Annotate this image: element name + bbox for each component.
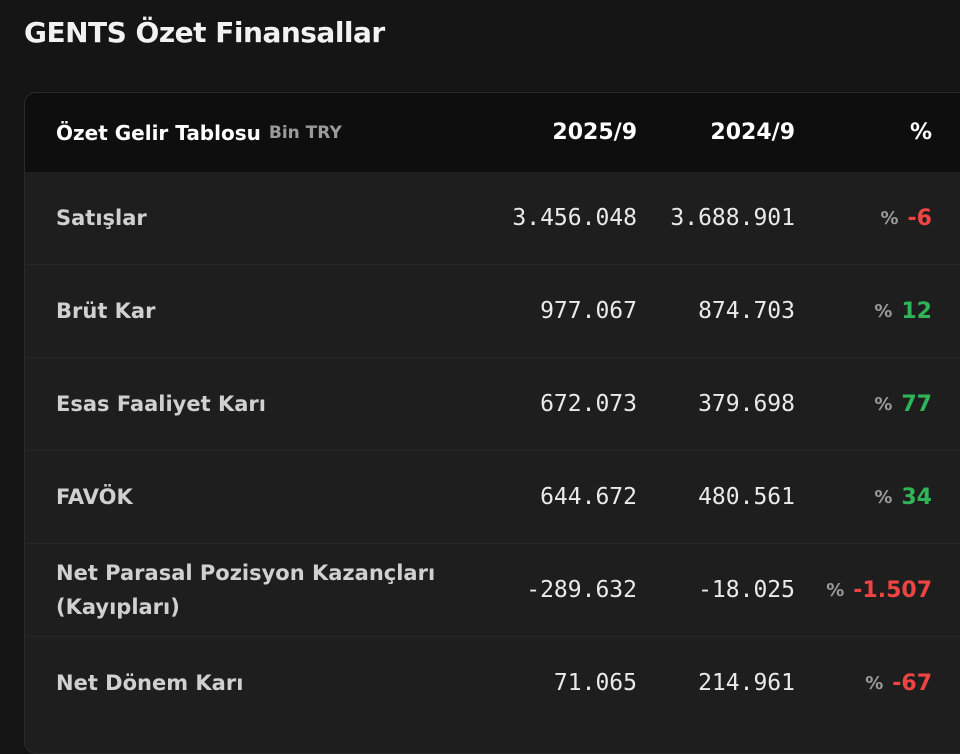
row-label: Net Dönem Karı bbox=[56, 671, 244, 695]
percent-value: -67 bbox=[892, 670, 932, 696]
table-row: Esas Faaliyet Karı 672.073 379.698 % 77 bbox=[25, 357, 960, 450]
percent-value: 77 bbox=[901, 391, 932, 417]
percent-value: -1.507 bbox=[853, 577, 932, 603]
value-2024: 480.561 bbox=[698, 484, 795, 510]
value-2025: -289.632 bbox=[526, 577, 637, 603]
row-label: Satışlar bbox=[56, 206, 147, 230]
column-header-2024: 2024/9 bbox=[710, 120, 795, 145]
value-2025: 672.073 bbox=[540, 391, 637, 417]
value-2025: 644.672 bbox=[540, 484, 637, 510]
percent-value: 12 bbox=[901, 298, 932, 324]
column-header-2025: 2025/9 bbox=[552, 120, 637, 145]
value-2024: -18.025 bbox=[698, 577, 795, 603]
value-2024: 3.688.901 bbox=[670, 205, 795, 231]
value-2024: 379.698 bbox=[698, 391, 795, 417]
percent-sign: % bbox=[826, 579, 845, 601]
value-2025: 977.067 bbox=[540, 298, 637, 324]
row-label: Brüt Kar bbox=[56, 299, 156, 323]
column-header-percent: % bbox=[909, 120, 932, 145]
table-title-text: Özet Gelir Tablosu bbox=[56, 120, 261, 145]
percent-change: % 77 bbox=[874, 358, 932, 450]
percent-change: % 12 bbox=[874, 265, 932, 357]
table-row: FAVÖK 644.672 480.561 % 34 bbox=[25, 450, 960, 543]
percent-value: 34 bbox=[901, 484, 932, 510]
table-title: Özet Gelir Tablosu Bin TRY bbox=[56, 93, 476, 172]
value-2025: 3.456.048 bbox=[512, 205, 637, 231]
page-title: GENTS Özet Finansallar bbox=[24, 16, 385, 49]
income-summary-table: Özet Gelir Tablosu Bin TRY 2025/9 2024/9… bbox=[24, 92, 960, 754]
percent-sign: % bbox=[874, 393, 893, 415]
percent-change: % -6 bbox=[881, 172, 933, 264]
value-2025: 71.065 bbox=[553, 670, 637, 696]
unit-label: Bin TRY bbox=[268, 122, 342, 143]
value-2024: 214.961 bbox=[698, 670, 795, 696]
percent-sign: % bbox=[874, 300, 893, 322]
percent-sign: % bbox=[874, 486, 893, 508]
percent-change: % -1.507 bbox=[826, 544, 932, 636]
value-2024: 874.703 bbox=[698, 298, 795, 324]
row-label: Esas Faaliyet Karı bbox=[56, 392, 266, 416]
table-header: Özet Gelir Tablosu Bin TRY 2025/9 2024/9… bbox=[25, 93, 960, 172]
table-row: Brüt Kar 977.067 874.703 % 12 bbox=[25, 264, 960, 357]
table-row: Satışlar 3.456.048 3.688.901 % -6 bbox=[25, 172, 960, 264]
percent-value: -6 bbox=[907, 205, 932, 231]
row-label: FAVÖK bbox=[56, 485, 133, 509]
table-row: Net Parasal Pozisyon Kazançları (Kayıpla… bbox=[25, 543, 960, 636]
percent-sign: % bbox=[880, 207, 899, 229]
percent-sign: % bbox=[865, 672, 884, 694]
table-row: Net Dönem Karı 71.065 214.961 % -67 bbox=[25, 636, 960, 729]
percent-change: % 34 bbox=[874, 451, 932, 543]
percent-change: % -67 bbox=[865, 637, 932, 729]
row-label: Net Parasal Pozisyon Kazançları (Kayıpla… bbox=[56, 561, 436, 619]
